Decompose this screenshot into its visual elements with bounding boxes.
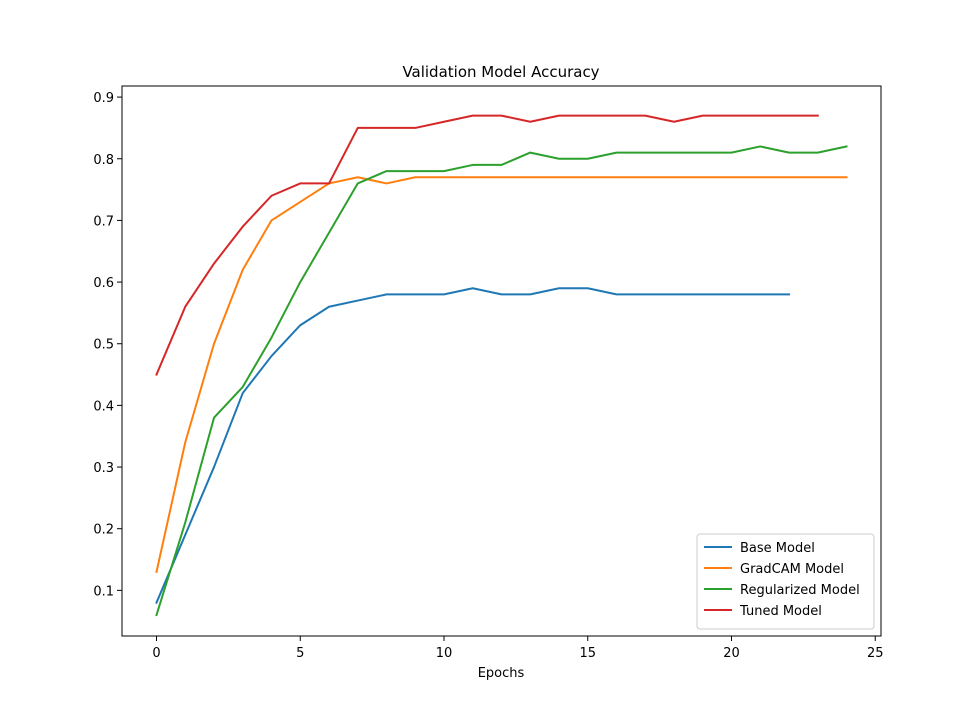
y-tick-label: 0.1 [93,584,114,599]
x-tick-label: 15 [579,646,596,661]
series-line-tuned-model [155,114,819,376]
x-tick-label: 20 [723,646,740,661]
y-tick-label: 0.9 [93,91,114,106]
legend-label-tuned-model: Tuned Model [739,604,822,619]
y-tick-label: 0.2 [93,523,114,538]
y-tick-label: 0.7 [93,214,114,229]
series-line-gradcam-model [155,176,848,574]
y-tick-label: 0.5 [93,338,114,353]
legend-box [696,533,875,630]
plot-frame [121,85,882,637]
legend-label-gradcam-model: GradCAM Model [740,562,844,577]
x-tick-label: 0 [152,646,160,661]
series-line-regularized-model [155,145,848,617]
chart-title: Validation Model Accuracy [402,63,599,81]
legend-label-regularized-model: Regularized Model [740,583,860,598]
x-axis-label: Epochs [478,666,525,681]
legend-label-base-model: Base Model [740,541,815,556]
y-tick-label: 0.3 [93,461,114,476]
series-line-base-model [155,287,790,605]
y-tick-label: 0.6 [93,276,114,291]
y-tick-label: 0.4 [93,399,114,414]
x-tick-label: 25 [867,646,884,661]
x-tick-label: 5 [296,646,304,661]
x-tick-label: 10 [436,646,453,661]
y-tick-label: 0.8 [93,153,114,168]
